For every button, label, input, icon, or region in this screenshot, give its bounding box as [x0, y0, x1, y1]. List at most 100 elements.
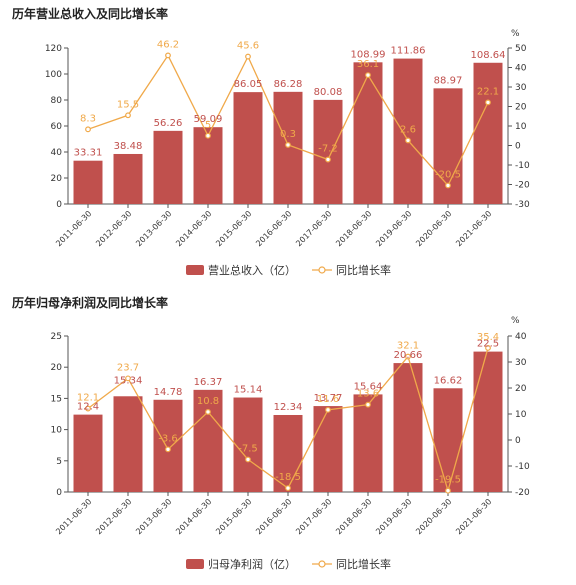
left-tick-label: 60 — [51, 122, 63, 132]
growth-value-label: -7.2 — [318, 144, 338, 155]
legend-bar-swatch — [186, 265, 204, 275]
growth-value-label: 22.1 — [477, 86, 499, 97]
right-tick-label: 0 — [515, 142, 521, 152]
bar-value-label: 33.31 — [74, 148, 103, 159]
bar-value-label: 14.78 — [154, 387, 183, 398]
bar — [393, 363, 423, 492]
growth-point — [205, 132, 211, 139]
right-tick-label: 20 — [515, 103, 527, 113]
bar-value-label: 16.62 — [434, 375, 463, 386]
growth-point — [285, 485, 291, 492]
left-tick-label: 40 — [51, 148, 63, 158]
growth-value-label: 8.3 — [80, 113, 96, 124]
right-tick-label: -30 — [515, 200, 530, 210]
x-tick-label: 2015-06-30 — [214, 209, 253, 248]
bar — [393, 58, 423, 204]
bar — [193, 389, 223, 492]
growth-point — [125, 375, 131, 382]
bar-value-label: 56.26 — [154, 118, 183, 129]
right-tick-label: 30 — [515, 83, 527, 93]
right-tick-label: -10 — [515, 462, 530, 472]
bar-value-label: 15.34 — [114, 375, 143, 386]
left-tick-label: 80 — [51, 96, 63, 106]
x-tick-label: 2012-06-30 — [94, 497, 133, 536]
right-tick-label: 40 — [515, 64, 527, 74]
right-tick-label: 10 — [515, 122, 527, 132]
right-tick-label: 40 — [515, 332, 527, 342]
right-tick-label: 20 — [515, 384, 527, 394]
x-tick-label: 2019-06-30 — [374, 209, 413, 248]
bar — [233, 92, 263, 204]
right-tick-label: -10 — [515, 161, 530, 171]
growth-point — [365, 401, 371, 408]
bar — [473, 351, 503, 492]
bar — [353, 62, 383, 204]
x-tick-label: 2013-06-30 — [134, 497, 173, 536]
growth-value-label: -20.5 — [435, 169, 461, 180]
legend-line-marker — [318, 266, 326, 274]
x-tick-label: 2017-06-30 — [294, 209, 333, 248]
growth-value-label: -19.5 — [435, 475, 461, 486]
right-tick-label: -20 — [515, 488, 530, 498]
bar-value-label: 108.64 — [471, 50, 506, 61]
growth-value-label: 2.6 — [400, 124, 416, 135]
bar-value-label: 38.48 — [114, 141, 143, 152]
left-tick-label: 20 — [51, 174, 63, 184]
growth-point — [485, 345, 491, 351]
growth-point — [245, 53, 251, 60]
bar-value-label: 80.08 — [314, 87, 343, 98]
growth-value-label: 35.4 — [477, 332, 499, 343]
growth-point — [165, 52, 171, 59]
revenue-chart: 历年营业总收入及同比增长率 0 20 40 60 80 100 120 -30 -20 -10 0 10… — [12, 6, 530, 277]
growth-point — [405, 137, 411, 144]
right-tick-label: 0 — [515, 436, 521, 446]
growth-point — [325, 156, 331, 163]
bar-value-label: 16.37 — [194, 377, 223, 388]
growth-point — [245, 456, 251, 463]
growth-value-label: 12.1 — [77, 393, 99, 404]
left-tick-label: 120 — [45, 44, 62, 54]
x-tick-label: 2014-06-30 — [174, 497, 213, 536]
bar-value-label: 13.77 — [314, 393, 343, 404]
growth-value-label: 0.3 — [280, 129, 296, 140]
bar-value-label: 111.86 — [391, 46, 426, 57]
growth-value-label: -7.5 — [238, 444, 258, 455]
growth-value-label: 5 — [205, 120, 211, 131]
growth-point — [125, 112, 131, 119]
left-tick-label: 10 — [51, 426, 63, 436]
growth-value-label: -18.5 — [275, 472, 301, 483]
left-tick-label: 25 — [51, 332, 62, 342]
bar — [153, 130, 183, 204]
bar-value-label: 15.14 — [234, 385, 263, 396]
bar-value-label: 86.28 — [274, 79, 303, 90]
x-tick-label: 2019-06-30 — [374, 497, 413, 536]
legend-bar-label: 归母净利润（亿） — [208, 557, 296, 571]
bar — [73, 160, 103, 204]
legend-line-marker — [318, 560, 326, 568]
growth-point — [165, 446, 171, 453]
bar — [313, 99, 343, 204]
right-axis-unit: % — [511, 316, 520, 326]
bar — [73, 414, 103, 492]
left-tick-label: 100 — [45, 70, 62, 80]
growth-point — [485, 99, 491, 106]
x-tick-label: 2018-06-30 — [334, 497, 373, 536]
x-tick-label: 2020-06-30 — [414, 497, 453, 536]
left-tick-label: 0 — [56, 200, 62, 210]
legend-line-label: 同比增长率 — [336, 557, 391, 571]
legend-line-label: 同比增长率 — [336, 263, 391, 277]
growth-value-label: 46.2 — [157, 39, 179, 50]
growth-value-label: 32.1 — [397, 341, 419, 352]
growth-point — [205, 409, 211, 415]
growth-point — [365, 72, 371, 79]
bar — [473, 62, 503, 204]
bar-value-label: 12.34 — [274, 402, 303, 413]
bar — [273, 91, 303, 204]
bar-value-label: 22.5 — [477, 339, 499, 350]
left-tick-label: 20 — [51, 363, 63, 373]
growth-point — [285, 142, 291, 148]
bar — [313, 406, 343, 492]
bar-value-label: 108.99 — [351, 49, 386, 60]
